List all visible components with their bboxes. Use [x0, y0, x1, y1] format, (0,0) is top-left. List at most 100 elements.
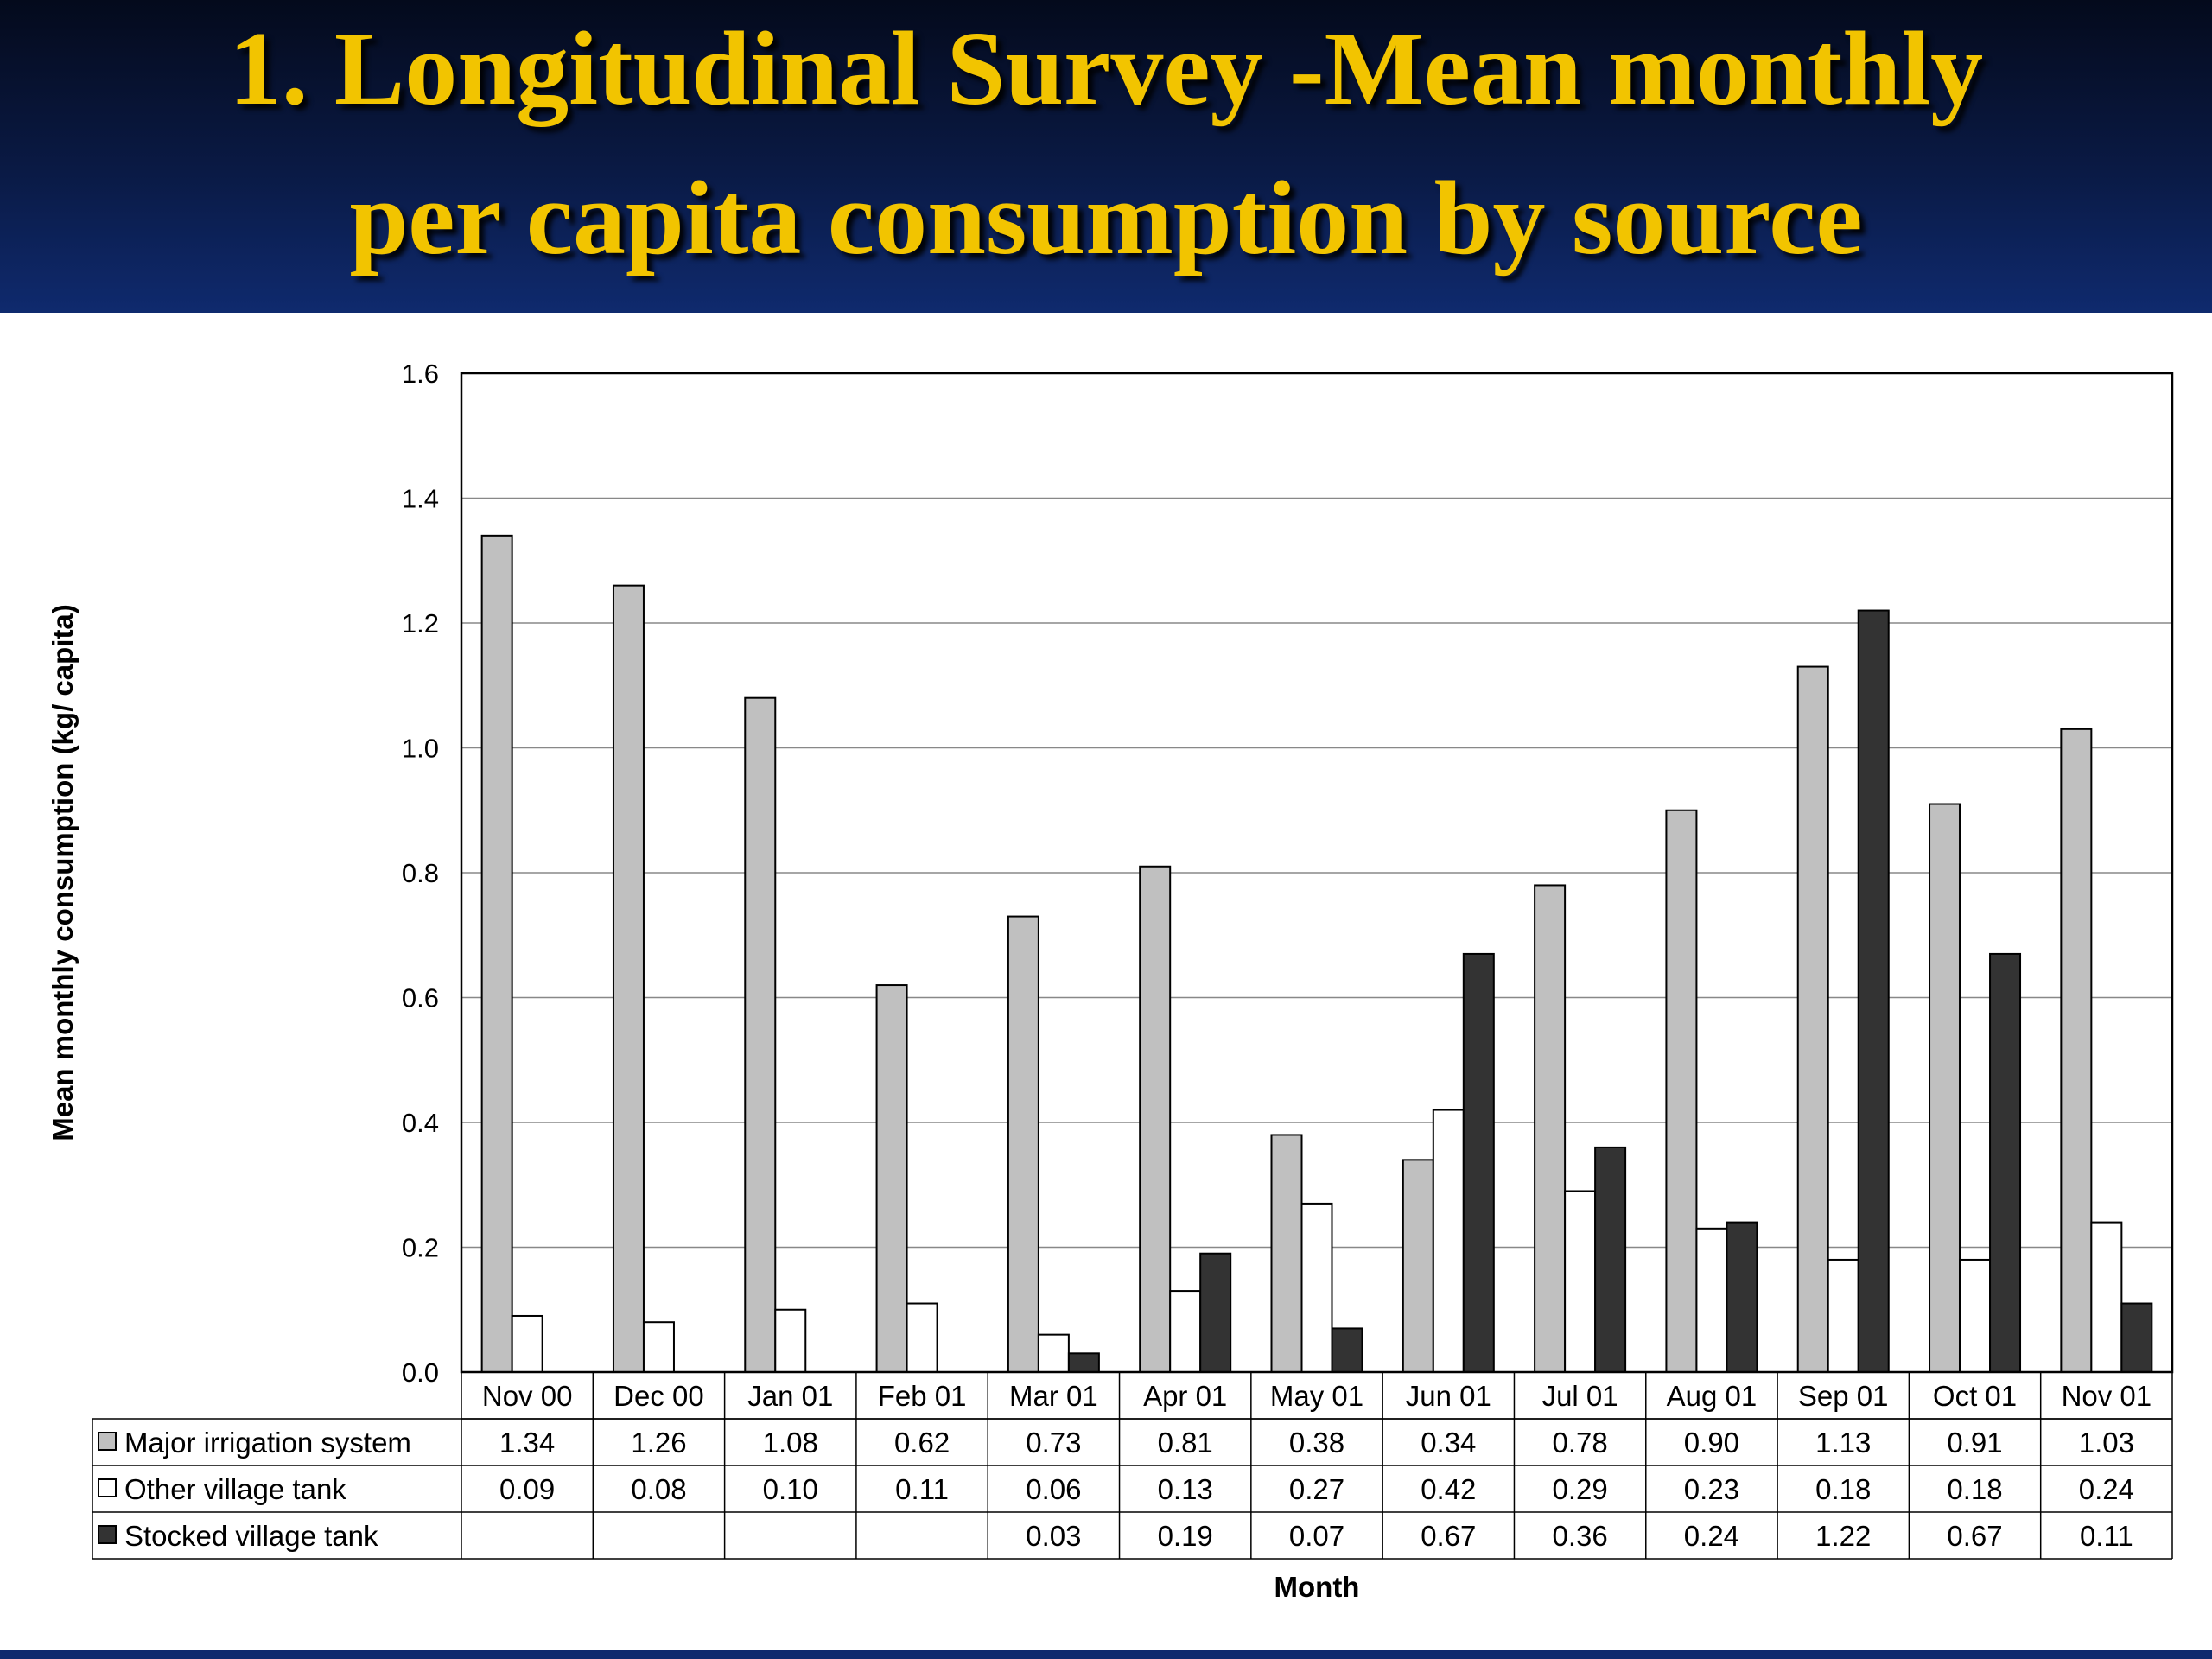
bar: [1989, 952, 2022, 1374]
bar: [875, 984, 908, 1374]
data-label: 0.13: [1158, 1473, 1213, 1505]
x-tick-label: Aug 01: [1667, 1380, 1758, 1412]
data-label: 0.10: [763, 1473, 818, 1505]
title-bar: 1. Longitudinal Survey -Mean monthly per…: [0, 0, 2212, 313]
data-label: 0.07: [1289, 1520, 1344, 1552]
data-label: 0.34: [1421, 1427, 1476, 1459]
x-tick-label: Dec 00: [613, 1380, 704, 1412]
data-label: 0.06: [1026, 1473, 1081, 1505]
x-tick-label: Nov 01: [2062, 1380, 2152, 1412]
y-tick-label: 0.4: [402, 1108, 439, 1138]
data-label: 0.38: [1289, 1427, 1344, 1459]
bar: [1037, 1333, 1070, 1374]
data-label: 0.03: [1026, 1520, 1081, 1552]
data-label: 1.22: [1815, 1520, 1871, 1552]
bar: [774, 1308, 807, 1373]
legend-label: Stocked village tank: [124, 1520, 378, 1552]
y-tick-label: 1.4: [402, 484, 439, 514]
bar: [2060, 728, 2093, 1373]
gridlines: [461, 497, 2172, 1249]
slide-title-line-1: 1. Longitudinal Survey -Mean monthly: [228, 10, 1984, 127]
data-label: 0.08: [631, 1473, 686, 1505]
data-label: 0.11: [895, 1473, 949, 1505]
y-tick-label: 0.6: [402, 983, 439, 1014]
data-label: 0.78: [1552, 1427, 1607, 1459]
data-label: 0.11: [2080, 1520, 2133, 1552]
bar: [480, 534, 513, 1373]
x-tick-label: Oct 01: [1933, 1380, 2017, 1412]
bar: [1462, 952, 1495, 1374]
data-label: 0.27: [1289, 1473, 1344, 1505]
bar: [744, 696, 777, 1373]
data-label: 0.81: [1158, 1427, 1213, 1459]
bar: [1007, 915, 1039, 1373]
y-tick-label: 1.2: [402, 608, 439, 639]
bar: [1665, 809, 1698, 1373]
data-label: 0.29: [1552, 1473, 1607, 1505]
x-tick-label: Feb 01: [878, 1380, 967, 1412]
bar: [1067, 1352, 1100, 1373]
data-label: 0.23: [1684, 1473, 1739, 1505]
data-label: 0.18: [1815, 1473, 1871, 1505]
data-label: 0.73: [1026, 1427, 1081, 1459]
data-label: 0.67: [1947, 1520, 2002, 1552]
x-tick-label: Jan 01: [747, 1380, 833, 1412]
data-table: Nov 00 Dec 00 Jan 01 Feb 01 Mar 01 Apr 01 May …: [92, 1372, 2173, 1560]
x-tick-label: Sep 01: [1798, 1380, 1889, 1412]
data-label: 0.19: [1158, 1520, 1213, 1552]
y-tick-label: 1.0: [402, 734, 439, 764]
bar: [1402, 1159, 1434, 1373]
x-tick-label: Nov 00: [482, 1380, 573, 1412]
x-tick-label: Jun 01: [1406, 1380, 1491, 1412]
data-label: 1.34: [499, 1427, 555, 1459]
x-tick-label: May 01: [1270, 1380, 1363, 1412]
y-tick-label: 0.0: [402, 1357, 439, 1388]
data-label: 0.24: [2079, 1473, 2134, 1505]
legend-swatch: [98, 1478, 117, 1497]
bar: [1139, 865, 1172, 1373]
bar: [1726, 1221, 1758, 1373]
bar: [1169, 1290, 1202, 1373]
legend-swatch: [98, 1432, 117, 1451]
bar: [1929, 803, 1961, 1373]
data-label: 0.62: [894, 1427, 950, 1459]
bar: [1959, 1258, 1992, 1373]
x-tick-label: Apr 01: [1143, 1380, 1227, 1412]
y-axis-title: Mean monthly consumption (kg/ capita): [47, 604, 79, 1141]
bar: [1300, 1202, 1333, 1374]
bar: [2120, 1302, 2153, 1374]
bar: [612, 584, 645, 1373]
plot-area-frame: [460, 372, 2174, 1374]
bar: [906, 1302, 938, 1374]
bar: [1564, 1190, 1597, 1373]
bar: [1796, 665, 1829, 1373]
bar: [2090, 1221, 2123, 1373]
bar: [511, 1314, 543, 1373]
data-label: 1.26: [631, 1427, 686, 1459]
bar: [642, 1321, 675, 1373]
data-label: 0.24: [1684, 1520, 1739, 1552]
bar: [1695, 1227, 1728, 1373]
data-label: 0.36: [1552, 1520, 1607, 1552]
bars: [480, 534, 2153, 1374]
data-label: 0.42: [1421, 1473, 1476, 1505]
legend-label: Major irrigation system: [124, 1427, 411, 1459]
bar: [1199, 1252, 1232, 1373]
x-tick-label: Jul 01: [1542, 1380, 1618, 1412]
data-label: 1.03: [2079, 1427, 2134, 1459]
bottom-rule: [0, 1650, 2212, 1659]
bar: [1432, 1109, 1465, 1374]
data-label: 1.08: [763, 1427, 818, 1459]
y-tick-label: 0.2: [402, 1233, 439, 1263]
y-tick-label: 0.8: [402, 858, 439, 888]
data-label: 0.91: [1947, 1427, 2002, 1459]
slide-title-line-2: per capita consumption by source: [349, 160, 1863, 276]
bar: [1857, 609, 1890, 1373]
x-tick-label: Mar 01: [1009, 1380, 1098, 1412]
data-label: 0.18: [1947, 1473, 2002, 1505]
data-label: 0.67: [1421, 1520, 1476, 1552]
y-axis-ticks: 0.0 0.2 0.4 0.6 0.8 1.0 1.2 1.4 1.6: [402, 359, 439, 1388]
bar: [1594, 1146, 1627, 1374]
y-tick-label: 1.6: [402, 359, 439, 389]
